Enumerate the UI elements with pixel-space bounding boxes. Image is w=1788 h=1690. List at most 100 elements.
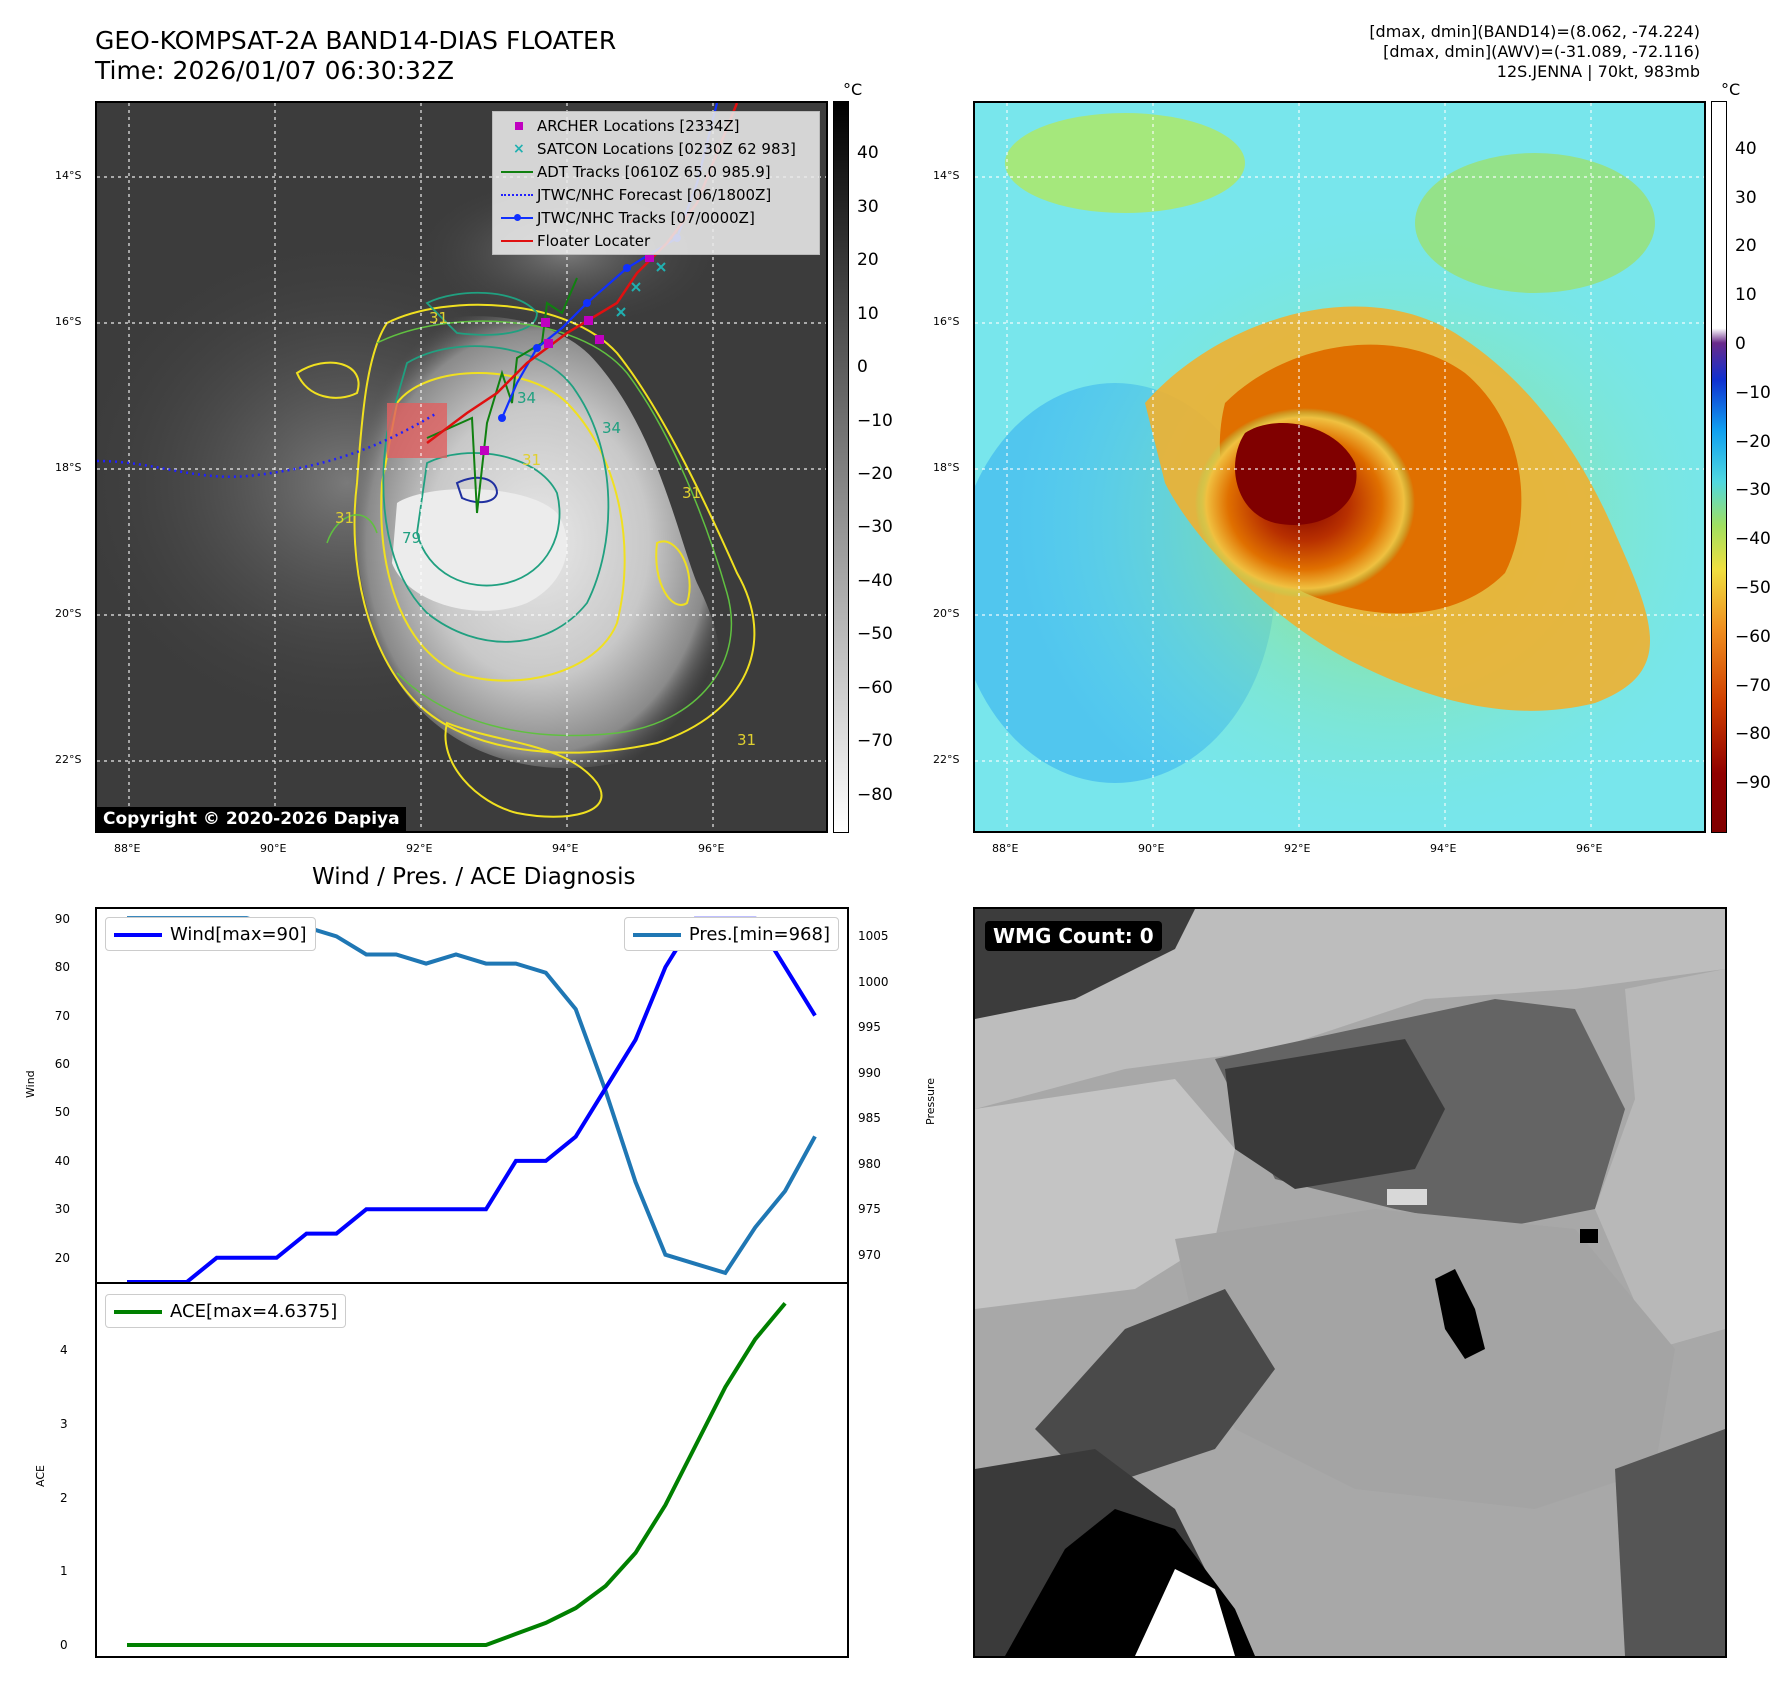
info-storm-summary: 12S.JENNA | 70kt, 983mb [1496, 62, 1700, 81]
awv-colorbar [1711, 101, 1727, 833]
awv-colorbar-tick: −90 [1735, 773, 1771, 794]
wmg-center [1175, 1209, 1675, 1509]
awv-colorbar-tick: −30 [1735, 480, 1771, 501]
ace-legend-label: ACE[max=4.6375] [170, 1301, 338, 1322]
awv-lat-label: 14°S [933, 169, 960, 182]
ir-colorbar-tick: −20 [857, 464, 893, 484]
pressure-legend-label: Pres.[min=968] [688, 924, 830, 945]
ir-colorbar [833, 101, 849, 833]
ace-legend: ACE[max=4.6375] [105, 1294, 347, 1328]
figure-time: Time: 2026/01/07 06:30:32Z [95, 56, 454, 85]
ace-series-line [127, 1302, 787, 1647]
legend-label: Floater Locater [537, 232, 651, 250]
pressure-axis-label: Pressure [924, 1078, 937, 1125]
wind-pressure-svg [127, 916, 817, 1282]
legend-label: JTWC/NHC Tracks [07/0000Z] [537, 209, 755, 227]
ir-core [392, 489, 567, 611]
pressure-tick: 990 [858, 1065, 881, 1080]
wind-tick: 60 [54, 1057, 70, 1071]
wind-pressure-plot: Wind[max=90] Pres.[min=968] [95, 907, 849, 1284]
ir-contours-green [326, 320, 733, 737]
contour-label: 34 [602, 419, 621, 437]
awv-nw-band [1005, 113, 1245, 213]
ace-tick: 4 [60, 1343, 68, 1358]
adt-track [426, 277, 578, 514]
awv-colorbar-tick: −10 [1735, 382, 1771, 403]
pressure-legend: Pres.[min=968] [623, 917, 839, 951]
copyright-label: Copyright © 2020-2026 Dapiya [97, 807, 406, 831]
awv-ne-band [1415, 153, 1655, 293]
wind-tick: 80 [54, 960, 70, 975]
archer-locations [480, 253, 654, 455]
contour-label: 34 [517, 389, 536, 407]
ir-colorbar-tick: 20 [857, 250, 879, 271]
awv-lat-label: 18°S [933, 461, 960, 474]
awv-lon-label: 92°E [1284, 842, 1311, 855]
jtwc-forecast-track [97, 411, 438, 479]
pressure-tick: 970 [858, 1247, 881, 1262]
pressure-tick: 975 [858, 1202, 881, 1217]
legend-symbol [501, 184, 537, 206]
ir-lat-label: 14°S [55, 169, 82, 182]
legend-symbol [501, 207, 537, 229]
ir-lon-label: 88°E [114, 842, 141, 855]
awv-lon-label: 96°E [1576, 842, 1603, 855]
wmg-dark-sw [1035, 1289, 1275, 1489]
floater-box [387, 403, 447, 458]
wmg-white-south [1135, 1569, 1235, 1656]
wmg-light-east [1595, 969, 1725, 1349]
awv-colorbar-tick: 40 [1735, 138, 1757, 159]
wind-legend-swatch [114, 933, 162, 937]
ace-legend-swatch [114, 1310, 162, 1314]
wmg-count-label: WMG Count: 0 [985, 921, 1162, 951]
ir-contours-yellow [295, 303, 756, 818]
awv-colorbar-tick: 30 [1735, 187, 1757, 208]
legend-symbol [501, 230, 537, 252]
info-band14-range: [dmax, dmin](BAND14)=(8.062, -74.224) [1369, 22, 1700, 41]
contour-label: 79 [402, 529, 421, 547]
satcon-locations [616, 262, 666, 317]
wmg-light-pixel [1387, 1189, 1427, 1205]
ace-tick: 2 [60, 1490, 68, 1505]
ir-lat-label: 16°S [55, 315, 82, 328]
legend-symbol: × [513, 141, 525, 157]
wmg-black-pixel [1580, 1229, 1598, 1243]
legend-label: ADT Tracks [0610Z 65.0 985.9] [537, 163, 771, 181]
ir-colorbar-tick: −10 [857, 410, 893, 431]
awv-colorbar-tick: −40 [1735, 529, 1771, 550]
wmg-light-west [975, 1079, 1235, 1309]
awv-map-svg [975, 103, 1704, 831]
awv-lon-label: 94°E [1430, 842, 1457, 855]
ir-lon-label: 94°E [552, 842, 579, 855]
ir-legend: ARCHER Locations [2334Z] × SATCON Location… [492, 111, 820, 255]
wind-series-line [127, 916, 817, 1282]
wmg-dark-se [1615, 1429, 1725, 1656]
ir-colorbar-tick: −60 [857, 677, 893, 698]
info-awv-range: [dmax, dmin](AWV)=(-31.089, -72.116) [1383, 42, 1700, 61]
awv-lon-label: 90°E [1138, 842, 1165, 855]
legend-entry: ADT Tracks [0610Z 65.0 985.9] [501, 161, 771, 183]
ir-lon-label: 90°E [260, 842, 287, 855]
wmg-upper-band [975, 909, 1725, 1109]
ir-lat-label: 22°S [55, 753, 82, 766]
awv-lat-label: 22°S [933, 753, 960, 766]
legend-label: JTWC/NHC Forecast [06/1800Z] [537, 186, 772, 204]
legend-label: ARCHER Locations [2334Z] [537, 117, 740, 135]
ir-colorbar-unit: °C [843, 80, 863, 99]
wmg-dark-band [1225, 1039, 1445, 1189]
legend-label: SATCON Locations [0230Z 62 983] [537, 140, 796, 158]
contour-label: 31 [737, 731, 756, 749]
legend-symbol [501, 115, 537, 137]
awv-colorbar-tick: 0 [1735, 334, 1746, 354]
contour-label: 31 [522, 451, 541, 469]
contour-labels: 31 31 31 31 34 34 79 31 [335, 309, 756, 749]
pressure-tick: 995 [858, 1020, 881, 1035]
legend-entry: × SATCON Locations [0230Z 62 983] [501, 138, 796, 160]
legend-entry: JTWC/NHC Forecast [06/1800Z] [501, 184, 771, 206]
wind-tick: 70 [54, 1008, 70, 1023]
legend-entry: Floater Locater [501, 230, 650, 252]
ir-lat-label: 18°S [55, 461, 82, 474]
pressure-legend-swatch [632, 933, 681, 937]
awv-coldest [1235, 423, 1357, 525]
ir-colorbar-tick: −30 [857, 517, 893, 538]
